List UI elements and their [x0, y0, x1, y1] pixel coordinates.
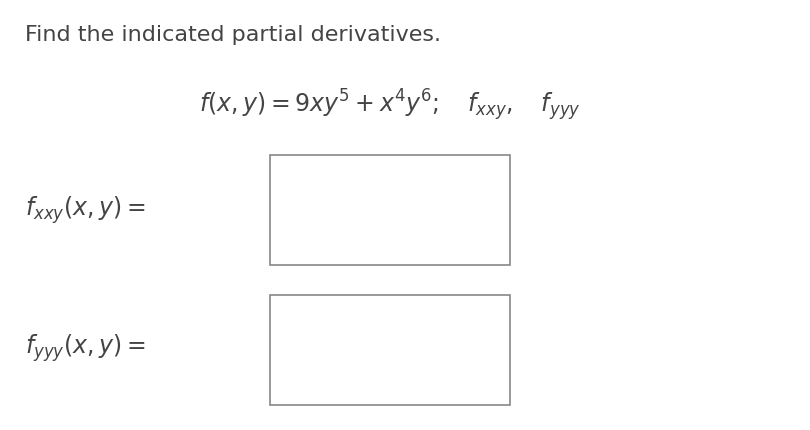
- Text: $f(x, y) = 9xy^5 + x^4y^6;\quad f_{xxy}, \quad f_{yyy}$: $f(x, y) = 9xy^5 + x^4y^6;\quad f_{xxy},…: [199, 87, 581, 123]
- Text: Find the indicated partial derivatives.: Find the indicated partial derivatives.: [25, 25, 441, 45]
- Bar: [270, 155, 510, 265]
- Bar: [270, 295, 510, 405]
- Text: $f_{yyy}(x, y) =$: $f_{yyy}(x, y) =$: [25, 332, 146, 364]
- Text: $f_{xxy}(x, y) =$: $f_{xxy}(x, y) =$: [25, 194, 146, 226]
